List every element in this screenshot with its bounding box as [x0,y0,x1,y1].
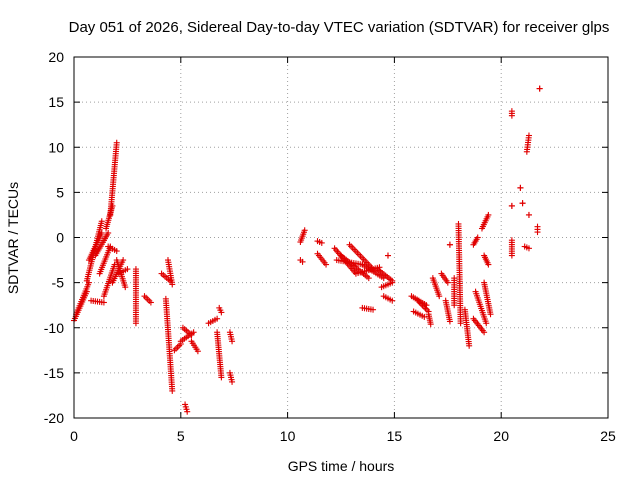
x-tick-label: 20 [493,428,509,444]
plot-frame [73,56,609,419]
y-tick-label: 5 [56,184,64,200]
data-point [427,321,434,328]
x-axis-ticks: 0 5 10 15 20 25 [70,57,616,444]
data-point [483,320,490,327]
data-point [299,258,306,265]
data-point [365,275,372,282]
data-point [120,257,127,264]
data-point [124,266,131,273]
data-point [98,218,105,225]
x-tick-label: 0 [70,428,78,444]
data-point [421,313,428,320]
x-tick-label: 15 [387,428,403,444]
data-point [466,342,473,349]
data-point [229,338,236,345]
x-tick-label: 25 [600,428,616,444]
y-tick-label: -20 [44,410,64,426]
data-point [508,112,515,119]
data-point [389,279,396,286]
data-point [113,139,120,146]
data-point [436,293,443,300]
data-point [525,245,532,252]
data-point [100,299,107,306]
x-tick-label: 5 [177,428,185,444]
data-point [446,241,453,248]
data-point [446,318,453,325]
data-point [147,299,154,306]
data-point [525,211,532,218]
data-point [457,320,464,327]
data-point [422,305,429,312]
grid [74,57,608,418]
x-axis-label: GPS time / hours [288,458,395,474]
data-point [318,239,325,246]
data-point [508,202,515,209]
data-point [485,211,492,218]
data-points [71,85,543,415]
data-point [105,229,112,236]
y-tick-label: -10 [44,320,64,336]
data-point [214,315,221,322]
data-point [389,297,396,304]
data-point [122,284,129,291]
data-point [188,331,195,338]
y-axis-label: SDTVAR / TECUs [5,182,21,294]
data-point [301,227,308,234]
y-axis-ticks: -20 -15 -10 -5 0 5 10 15 20 [44,49,608,426]
data-point [194,348,201,355]
data-point [536,85,543,92]
data-point [444,279,451,286]
data-point [517,184,524,191]
data-point [508,252,515,259]
data-point [218,309,225,316]
data-point [323,261,330,268]
data-point [229,378,236,385]
data-point [485,261,492,268]
y-tick-label: -5 [52,275,65,291]
chart-title: Day 051 of 2026, Sidereal Day-to-day VTE… [69,19,610,36]
data-point [113,248,120,255]
data-point [169,387,176,394]
data-point [98,229,105,236]
y-tick-label: 20 [48,49,64,65]
data-point [132,320,139,327]
data-point [169,281,176,288]
y-tick-label: -15 [44,365,64,381]
data-point [487,311,494,318]
y-tick-label: 10 [48,139,64,155]
y-tick-label: 0 [56,230,64,246]
data-point [424,306,431,313]
data-point [519,200,526,207]
x-tick-label: 10 [280,428,296,444]
data-point [474,234,481,241]
data-point [534,229,541,236]
data-point [525,132,532,139]
data-point [184,408,191,415]
data-point [384,252,391,259]
data-point [451,302,458,309]
data-point [481,329,488,336]
data-point [370,306,377,313]
data-point [218,374,225,381]
y-tick-label: 15 [48,94,64,110]
